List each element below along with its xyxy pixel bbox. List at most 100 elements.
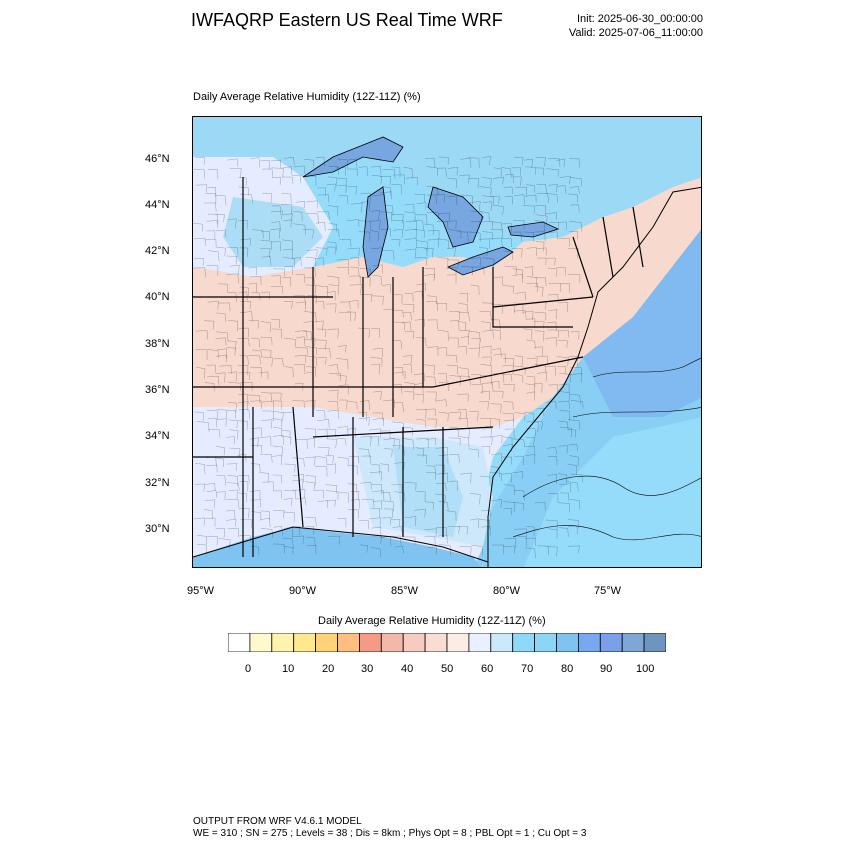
county-line xyxy=(282,537,294,549)
county-line xyxy=(503,419,515,428)
county-line xyxy=(284,156,295,165)
county-line xyxy=(415,447,425,457)
county-line xyxy=(424,248,434,258)
county-line xyxy=(337,518,347,528)
county-line xyxy=(523,328,533,340)
county-line xyxy=(250,463,261,472)
county-line xyxy=(414,319,425,327)
county-line xyxy=(567,481,579,492)
county-line xyxy=(524,412,534,422)
county-line xyxy=(239,354,249,365)
county-line xyxy=(504,538,516,549)
county-line xyxy=(458,303,469,313)
county-line xyxy=(468,448,479,458)
county-line xyxy=(251,229,264,239)
county-line xyxy=(260,518,271,527)
legend-tick-label: 0 xyxy=(245,663,252,675)
county-line xyxy=(251,511,262,521)
county-line xyxy=(227,463,238,471)
county-line xyxy=(402,427,413,436)
county-line xyxy=(328,535,340,545)
county-line xyxy=(261,401,274,411)
county-line xyxy=(229,264,240,275)
county-line xyxy=(447,178,457,188)
county-line xyxy=(513,176,522,186)
county-line xyxy=(491,418,501,429)
county-line xyxy=(295,274,306,284)
county-line xyxy=(260,291,270,300)
county-line xyxy=(193,517,205,526)
county-line xyxy=(524,547,536,559)
county-line xyxy=(204,239,217,248)
county-line xyxy=(281,204,293,215)
county-line xyxy=(459,427,470,439)
county-line xyxy=(205,517,216,527)
county-line xyxy=(391,421,404,433)
county-line xyxy=(347,168,359,177)
county-line xyxy=(525,383,535,394)
county-line xyxy=(317,357,327,365)
county-line xyxy=(250,366,262,378)
county-line xyxy=(292,535,304,545)
county-line xyxy=(239,286,249,296)
county-line xyxy=(206,265,219,276)
county-line xyxy=(482,257,495,270)
county-line xyxy=(567,193,578,203)
county-line xyxy=(459,546,472,556)
county-line xyxy=(446,510,457,522)
county-line xyxy=(372,500,382,511)
county-line xyxy=(306,213,319,224)
county-line xyxy=(347,311,356,322)
county-line xyxy=(435,464,445,475)
county-line xyxy=(426,465,436,475)
county-line xyxy=(305,400,316,410)
gulf-of-mexico xyxy=(193,527,482,567)
county-line xyxy=(239,535,252,543)
county-line xyxy=(548,384,558,393)
county-line xyxy=(369,436,380,446)
county-line xyxy=(240,519,253,529)
county-line xyxy=(557,366,567,374)
county-line xyxy=(457,346,467,355)
county-line xyxy=(491,544,504,555)
county-line xyxy=(448,167,458,176)
county-line xyxy=(524,446,536,456)
county-line xyxy=(283,249,293,260)
county-line xyxy=(402,303,415,313)
county-line xyxy=(248,320,259,329)
county-line xyxy=(259,436,272,447)
county-line xyxy=(416,491,426,502)
county-line xyxy=(393,294,403,304)
county-line xyxy=(226,246,239,256)
county-line xyxy=(226,510,236,520)
county-line xyxy=(447,195,458,206)
county-line xyxy=(238,291,248,301)
county-line xyxy=(490,195,500,205)
county-line xyxy=(479,475,491,487)
panel-title: Daily Average Relative Humidity (12Z-11Z… xyxy=(193,91,421,103)
county-line xyxy=(260,454,273,463)
county-line xyxy=(526,276,537,287)
county-line xyxy=(525,166,536,175)
county-line xyxy=(437,212,450,221)
county-line xyxy=(240,508,250,519)
county-line xyxy=(379,176,392,185)
county-line xyxy=(502,412,514,422)
latitude-label: 42°N xyxy=(145,245,170,257)
county-line xyxy=(251,349,262,359)
county-line xyxy=(317,348,331,358)
county-line xyxy=(512,231,522,242)
county-line xyxy=(534,231,546,242)
county-line xyxy=(270,392,282,401)
county-line xyxy=(327,205,339,216)
county-line xyxy=(238,393,249,405)
county-line xyxy=(436,303,447,311)
county-line xyxy=(336,167,346,176)
county-line xyxy=(424,528,437,538)
county-line xyxy=(206,490,217,498)
county-line xyxy=(327,229,340,238)
county-line xyxy=(469,411,479,421)
county-line xyxy=(470,257,481,266)
legend-swatch xyxy=(315,632,338,653)
county-line xyxy=(215,528,226,538)
